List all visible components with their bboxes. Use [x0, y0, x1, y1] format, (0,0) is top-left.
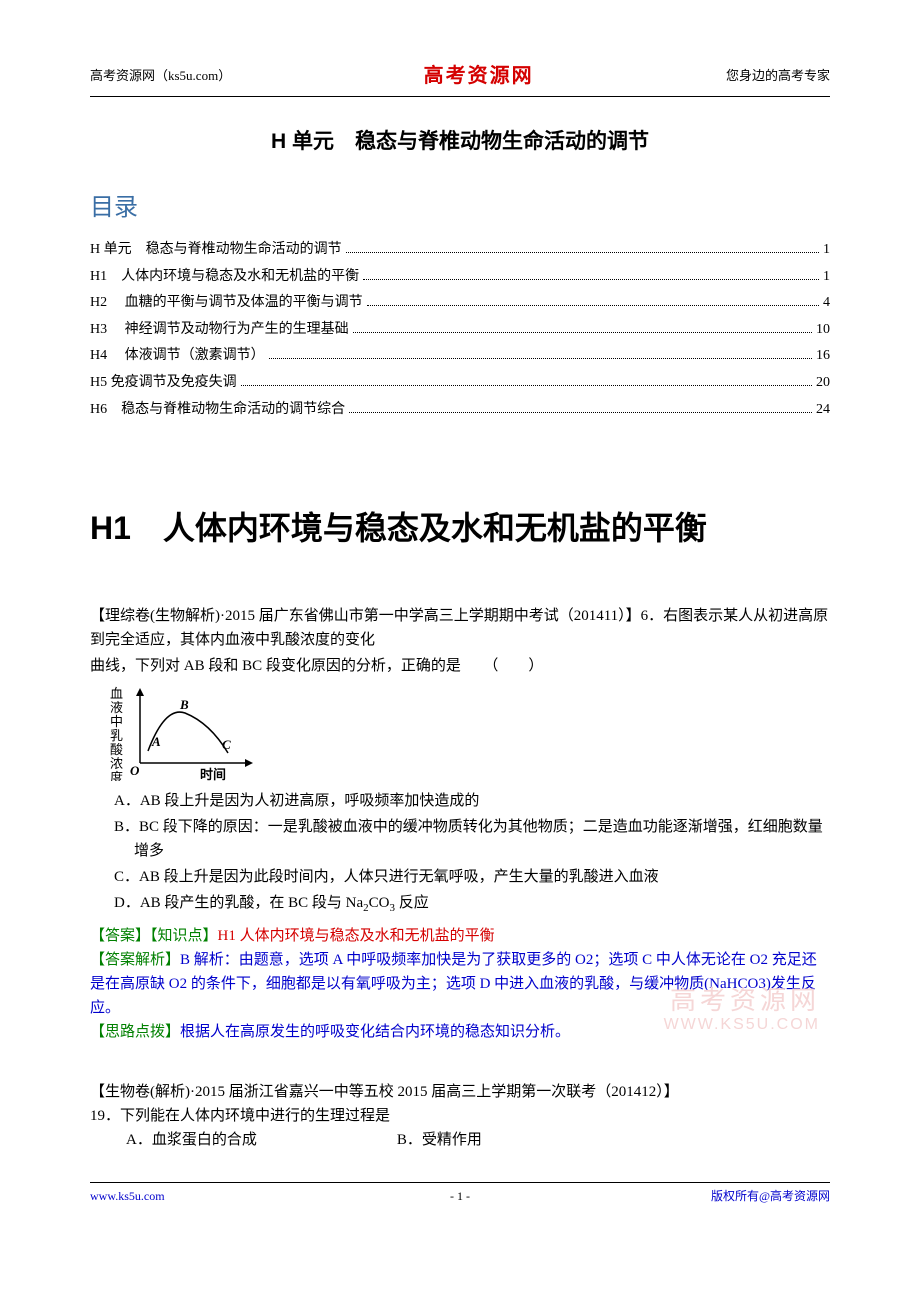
knowledge-point: H1 人体内环境与稳态及水和无机盐的平衡 [218, 928, 495, 944]
footer-url[interactable]: www.ks5u.com [90, 1187, 165, 1206]
header-center-logo: 高考资源网 [424, 60, 534, 92]
option-a: A．AB 段上升是因为人初进高原，呼吸频率加快造成的 [114, 789, 830, 813]
answer-line-2: 【答案解析】B 解析：由题意，选项 A 中呼吸频率加快是为了获取更多的 O2；选… [90, 948, 830, 1020]
y-axis-char-4: 乳 [110, 728, 123, 743]
option-d: D．AB 段产生的乳酸，在 BC 段与 Na2CO3 反应 [114, 891, 830, 918]
toc-item-label: H1 人体内环境与稳态及水和无机盐的平衡 [90, 264, 359, 291]
question-source: 【理综卷(生物解析)·2015 届广东省佛山市第一中学高三上学期期中考试（201… [90, 604, 830, 652]
header-right: 您身边的高考专家 [726, 66, 830, 87]
toc-item-label: H2 血糖的平衡与调节及体温的平衡与调节 [90, 290, 363, 317]
unit-title: H 单元 稳态与脊椎动物生命活动的调节 [90, 125, 830, 159]
answer-tag: 【答案解析】 [90, 952, 180, 968]
toc-dots [363, 279, 819, 280]
toc-item[interactable]: H5 免疫调节及免疫失调 20 [90, 370, 830, 397]
x-axis-arrow [245, 759, 253, 767]
toc-item-page: 20 [816, 370, 830, 397]
origin-label: O [130, 763, 140, 778]
toc-dots [349, 412, 812, 413]
point-c-label: C [222, 737, 231, 752]
answer-tag: 【思路点拨】 [90, 1024, 180, 1040]
answer-block: 【答案】【知识点】H1 人体内环境与稳态及水和无机盐的平衡 【答案解析】B 解析… [90, 924, 830, 1044]
footer-copyright: 版权所有@高考资源网 [711, 1187, 830, 1206]
toc-item-label: H4 体液调节（激素调节） [90, 343, 265, 370]
chart-svg: 血 液 中 乳 酸 浓 度 A B C O 时间 [110, 686, 280, 781]
y-axis-char-5: 酸 [110, 742, 123, 757]
page-footer: www.ks5u.com - 1 - 版权所有@高考资源网 [90, 1182, 830, 1206]
answer-hint: 根据人在高原发生的呼吸变化结合内环境的稳态知识分析。 [180, 1024, 570, 1040]
section-title: H1 人体内环境与稳态及水和无机盐的平衡 [90, 503, 830, 554]
toc-item[interactable]: H2 血糖的平衡与调节及体温的平衡与调节 4 [90, 290, 830, 317]
y-axis-char-1: 血 [110, 686, 123, 701]
toc-item[interactable]: H6 稳态与脊椎动物生命活动的调节综合 24 [90, 397, 830, 424]
toc-dots [367, 305, 819, 306]
page-header: 高考资源网（ks5u.com） 高考资源网 您身边的高考专家 [90, 60, 830, 97]
option-a: A．血浆蛋白的合成 [126, 1128, 257, 1152]
option-row: A．血浆蛋白的合成 B．受精作用 [126, 1128, 830, 1152]
toc-item[interactable]: H 单元 稳态与脊椎动物生命活动的调节 1 [90, 237, 830, 264]
option-list: A．AB 段上升是因为人初进高原，呼吸频率加快造成的 B．BC 段下降的原因：一… [114, 789, 830, 918]
y-axis-char-2: 液 [110, 700, 123, 715]
question-1: 【理综卷(生物解析)·2015 届广东省佛山市第一中学高三上学期期中考试（201… [90, 604, 830, 1044]
toc-heading: 目录 [90, 189, 830, 227]
point-a-label: A [151, 734, 161, 749]
answer-explanation: B 解析：由题意，选项 A 中呼吸频率加快是为了获取更多的 O2；选项 C 中人… [90, 952, 817, 1016]
toc-item[interactable]: H1 人体内环境与稳态及水和无机盐的平衡 1 [90, 264, 830, 291]
toc-item-label: H3 神经调节及动物行为产生的生理基础 [90, 317, 349, 344]
option-c: C．AB 段上升是因为此段时间内，人体只进行无氧呼吸，产生大量的乳酸进入血液 [114, 865, 830, 889]
option-d-text: CO [369, 895, 390, 911]
question-stem: 曲线，下列对 AB 段和 BC 段变化原因的分析，正确的是 （ ） [90, 654, 830, 678]
toc-item[interactable]: H3 神经调节及动物行为产生的生理基础 10 [90, 317, 830, 344]
question-stem: 19．下列能在人体内环境中进行的生理过程是 [90, 1104, 830, 1128]
toc-item-page: 10 [816, 317, 830, 344]
toc-item[interactable]: H4 体液调节（激素调节） 16 [90, 343, 830, 370]
toc-item-page: 1 [823, 264, 830, 291]
toc-item-page: 24 [816, 397, 830, 424]
toc-dots [346, 252, 819, 253]
lactic-acid-chart: 血 液 中 乳 酸 浓 度 A B C O 时间 [110, 686, 830, 781]
answer-line-3: 【思路点拨】根据人在高原发生的呼吸变化结合内环境的稳态知识分析。 [90, 1020, 830, 1044]
question-source: 【生物卷(解析)·2015 届浙江省嘉兴一中等五校 2015 届高三上学期第一次… [90, 1080, 830, 1104]
option-b: B．BC 段下降的原因：一是乳酸被血液中的缓冲物质转化为其他物质；二是造血功能逐… [114, 815, 830, 863]
toc-item-label: H 单元 稳态与脊椎动物生命活动的调节 [90, 237, 342, 264]
toc-dots [353, 332, 812, 333]
option-b: B．受精作用 [397, 1128, 482, 1152]
y-axis-char-3: 中 [110, 714, 123, 729]
point-b-label: B [179, 697, 189, 712]
toc-item-label: H6 稳态与脊椎动物生命活动的调节综合 [90, 397, 345, 424]
y-axis-char-7: 度 [110, 770, 123, 781]
answer-line-1: 【答案】【知识点】H1 人体内环境与稳态及水和无机盐的平衡 [90, 924, 830, 948]
x-axis-label: 时间 [200, 767, 226, 781]
header-left: 高考资源网（ks5u.com） [90, 66, 231, 87]
toc-item-page: 4 [823, 290, 830, 317]
answer-tag: 【答案】【知识点】 [90, 928, 218, 944]
y-axis-arrow [136, 688, 144, 696]
toc-item-label: H5 免疫调节及免疫失调 [90, 370, 237, 397]
toc-item-page: 1 [823, 237, 830, 264]
option-d-text: D．AB 段产生的乳酸，在 BC 段与 Na [114, 895, 363, 911]
footer-page-number: - 1 - [450, 1187, 470, 1206]
toc-list: H 单元 稳态与脊椎动物生命活动的调节 1 H1 人体内环境与稳态及水和无机盐的… [90, 237, 830, 423]
toc-dots [241, 385, 812, 386]
toc-dots [269, 358, 812, 359]
toc-item-page: 16 [816, 343, 830, 370]
y-axis-char-6: 浓 [110, 756, 123, 771]
question-2: 【生物卷(解析)·2015 届浙江省嘉兴一中等五校 2015 届高三上学期第一次… [90, 1080, 830, 1152]
option-d-text: 反应 [395, 895, 429, 911]
